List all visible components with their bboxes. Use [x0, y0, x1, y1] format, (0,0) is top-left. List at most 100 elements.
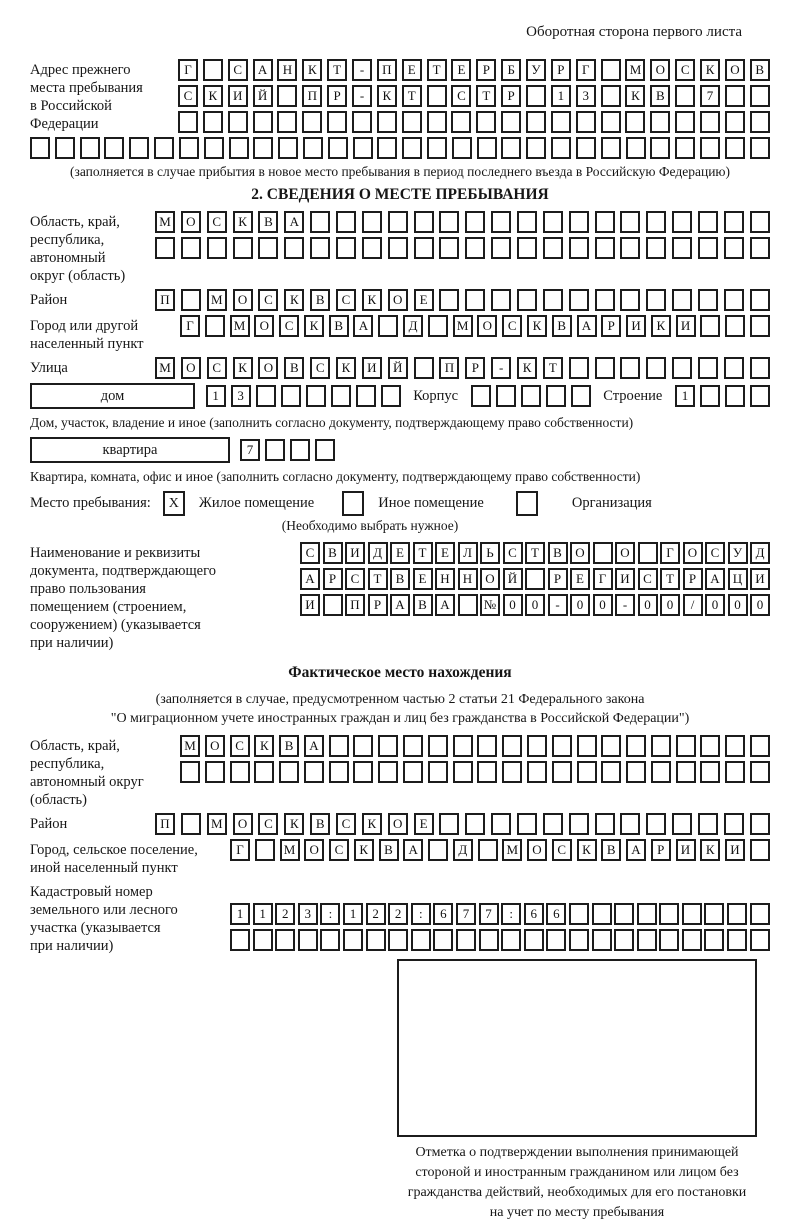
- char-box: Г: [178, 59, 198, 81]
- char-box: -: [352, 85, 373, 107]
- char-box: [439, 813, 460, 835]
- char-box: Ц: [727, 568, 748, 590]
- char-box: [620, 237, 641, 259]
- char-box: В: [258, 211, 279, 233]
- char-box: К: [336, 357, 357, 379]
- char-box: [614, 903, 635, 925]
- char-box: [203, 137, 224, 159]
- inoe-label: Иное помещение: [378, 495, 484, 511]
- char-box: [476, 137, 497, 159]
- char-box: [180, 237, 201, 259]
- char-box: [520, 385, 541, 407]
- char-box: С: [345, 568, 365, 590]
- char-box: С: [675, 59, 696, 81]
- char-box: 1: [674, 385, 695, 407]
- char-box: [675, 735, 696, 757]
- char-box: П: [155, 289, 175, 311]
- char-box: [681, 929, 702, 951]
- char-box: [129, 137, 150, 159]
- char-box: [477, 761, 498, 783]
- char-box: [342, 929, 363, 951]
- char-box: [104, 137, 125, 159]
- char-box: [620, 813, 641, 835]
- char-box: [545, 385, 566, 407]
- char-box: И: [300, 594, 320, 616]
- char-box: В: [378, 839, 399, 861]
- char-box: М: [625, 59, 646, 81]
- char-box: [526, 735, 547, 757]
- char-box: [402, 137, 423, 159]
- char-box: [749, 813, 770, 835]
- char-box: [625, 137, 646, 159]
- char-box: [620, 289, 641, 311]
- char-box: К: [517, 357, 538, 379]
- char-box: К: [625, 85, 646, 107]
- char-box: [403, 761, 424, 783]
- char-box: 1: [550, 85, 571, 107]
- char-box: [576, 735, 597, 757]
- char-box: [305, 385, 326, 407]
- char-box: [378, 761, 399, 783]
- kvartira-cells: 7: [240, 439, 335, 461]
- char-box: В: [390, 568, 410, 590]
- char-box: [254, 761, 275, 783]
- char-box: [230, 929, 250, 951]
- char-box: [353, 761, 374, 783]
- char-box: [672, 237, 693, 259]
- char-box: 2: [365, 903, 386, 925]
- char-box: 3: [230, 385, 251, 407]
- char-box: П: [439, 357, 460, 379]
- dom-box: дом: [30, 383, 195, 409]
- char-box: Й: [502, 568, 523, 590]
- char-box: 7: [700, 85, 721, 107]
- char-box: 0: [637, 594, 658, 616]
- char-box: О: [180, 211, 201, 233]
- char-box: Т: [367, 568, 388, 590]
- char-box: [365, 929, 386, 951]
- char-box: К: [361, 813, 382, 835]
- char-box: [380, 385, 401, 407]
- char-box: [700, 761, 721, 783]
- char-box: [202, 111, 223, 133]
- char-box: 0: [660, 594, 680, 616]
- char-box: [698, 211, 719, 233]
- char-box: Т: [327, 59, 348, 81]
- char-box: [591, 903, 612, 925]
- char-box: Т: [542, 357, 563, 379]
- char-box: [452, 735, 473, 757]
- char-box: С: [336, 289, 357, 311]
- char-box: Г: [180, 315, 200, 337]
- char-box: [724, 137, 745, 159]
- char-box: [672, 357, 693, 379]
- char-box: [491, 813, 512, 835]
- char-box: [336, 237, 357, 259]
- char-box: О: [387, 813, 408, 835]
- char-box: К: [576, 839, 597, 861]
- char-box: Е: [435, 542, 455, 564]
- char-box: П: [155, 813, 175, 835]
- char-box: [204, 315, 225, 337]
- char-box: Т: [660, 568, 680, 590]
- char-box: [428, 839, 448, 861]
- char-box: Д: [452, 839, 473, 861]
- char-box: [265, 439, 285, 461]
- char-box: [180, 761, 200, 783]
- prev-address-label: Адрес прежнего места пребывания в Россий…: [30, 62, 143, 132]
- char-box: [568, 357, 589, 379]
- char-box: Г: [575, 59, 596, 81]
- char-box: [636, 929, 657, 951]
- char-box: Г: [592, 568, 613, 590]
- char-box: А: [705, 568, 725, 590]
- oblast-label: Область, край, республика, автономный ок…: [30, 214, 126, 284]
- char-box: [723, 289, 744, 311]
